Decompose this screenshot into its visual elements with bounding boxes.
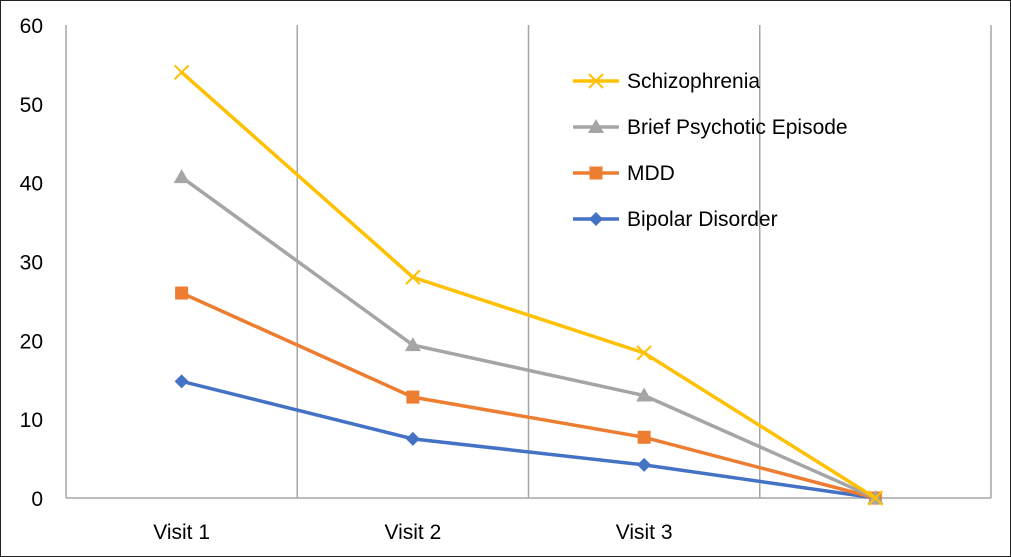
legend-label: MDD: [627, 162, 675, 185]
y-tick-label: 40: [20, 173, 43, 196]
data-point-marker: [173, 64, 190, 81]
data-point-marker: [175, 286, 189, 300]
data-point-marker: [173, 169, 190, 184]
data-point-marker: [867, 490, 884, 506]
legend: Schizophrenia Brief Psychotic Episode MDD B…: [573, 70, 848, 231]
series-layer: [173, 64, 884, 506]
data-point-marker: [404, 337, 421, 352]
data-point-marker: [637, 457, 652, 472]
y-tick-label: 60: [20, 15, 43, 38]
y-tick-label: 20: [20, 330, 43, 353]
series-line: [180, 175, 877, 500]
x-tick-label: Visit 2: [384, 521, 441, 544]
series-line: [181, 379, 876, 500]
data-point-marker: [405, 269, 421, 285]
legend-label: Schizophrenia: [627, 70, 760, 93]
y-tick-label: 30: [20, 252, 43, 275]
x-tick-label: Visit 3: [616, 521, 673, 544]
data-point-marker: [406, 390, 420, 404]
y-tick-label: 50: [20, 94, 43, 117]
legend-marker: [588, 73, 604, 89]
data-point-marker: [636, 345, 652, 361]
data-point-marker: [174, 374, 189, 389]
grid-layer: [65, 25, 992, 498]
x-tick-label: Visit 1: [153, 521, 210, 544]
y-tick-label: 10: [20, 409, 43, 432]
y-tick-label: 0: [31, 488, 43, 511]
legend-marker: [588, 119, 604, 133]
series-line: [180, 70, 877, 500]
legend-item: MDD: [573, 162, 675, 185]
legend-label: Bipolar Disorder: [627, 208, 778, 231]
legend-marker: [589, 212, 603, 226]
legend-label: Brief Psychotic Episode: [627, 116, 848, 139]
series-line: [180, 291, 876, 500]
data-point-marker: [405, 431, 420, 446]
legend-item: Schizophrenia: [573, 70, 760, 93]
axis-layer: 0 10 20 30 40 50 60 Visit 1 Visit 2 Visit 3: [20, 15, 991, 544]
legend-item: Brief Psychotic Episode: [573, 116, 848, 139]
series-0: [173, 64, 884, 506]
series-1: [173, 169, 884, 504]
data-point-marker: [637, 430, 651, 444]
legend-marker: [589, 166, 603, 180]
data-point-marker: [636, 387, 653, 402]
legend-item: Bipolar Disorder: [573, 208, 778, 231]
